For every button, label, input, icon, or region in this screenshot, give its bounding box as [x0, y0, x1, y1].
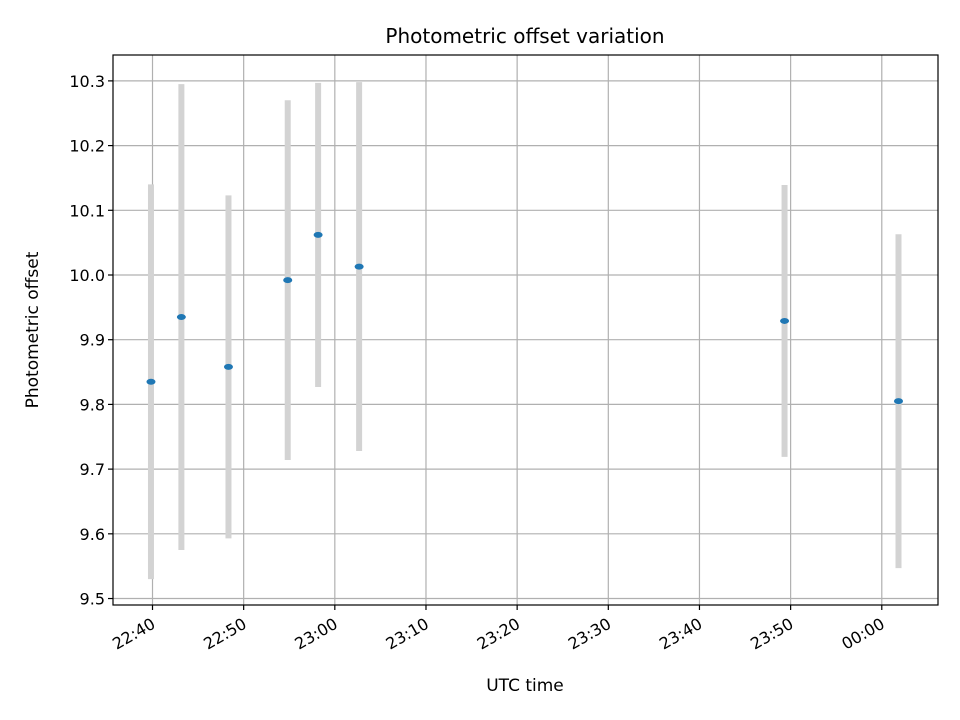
data-points — [146, 231, 903, 405]
y-tick-label: 10.1 — [69, 201, 105, 220]
y-tick-label: 9.5 — [80, 590, 105, 609]
data-point — [223, 363, 233, 370]
y-tick-label: 9.7 — [80, 460, 105, 479]
data-point — [893, 398, 903, 405]
chart-title: Photometric offset variation — [385, 24, 664, 48]
data-point — [780, 317, 790, 324]
plot-frame — [112, 54, 939, 606]
data-point — [283, 277, 293, 284]
data-point — [313, 231, 323, 238]
data-point — [354, 263, 364, 270]
data-point — [176, 314, 186, 321]
y-tick-label: 10.0 — [69, 266, 105, 285]
data-point — [146, 378, 156, 385]
y-tick-label: 9.6 — [80, 525, 105, 544]
y-axis-label: Photometric offset — [23, 251, 43, 408]
y-tick-label: 10.3 — [69, 72, 105, 91]
x-axis-label: UTC time — [486, 676, 564, 696]
y-tick-label: 9.8 — [80, 395, 105, 414]
y-tick-label: 10.2 — [69, 137, 105, 156]
y-tick-label: 9.9 — [80, 331, 105, 350]
grid — [113, 55, 938, 605]
y-axis-ticks: 9.5 9.6 9.7 9.8 9.9 10.0 10.1 10.2 10.3 — [69, 72, 113, 609]
